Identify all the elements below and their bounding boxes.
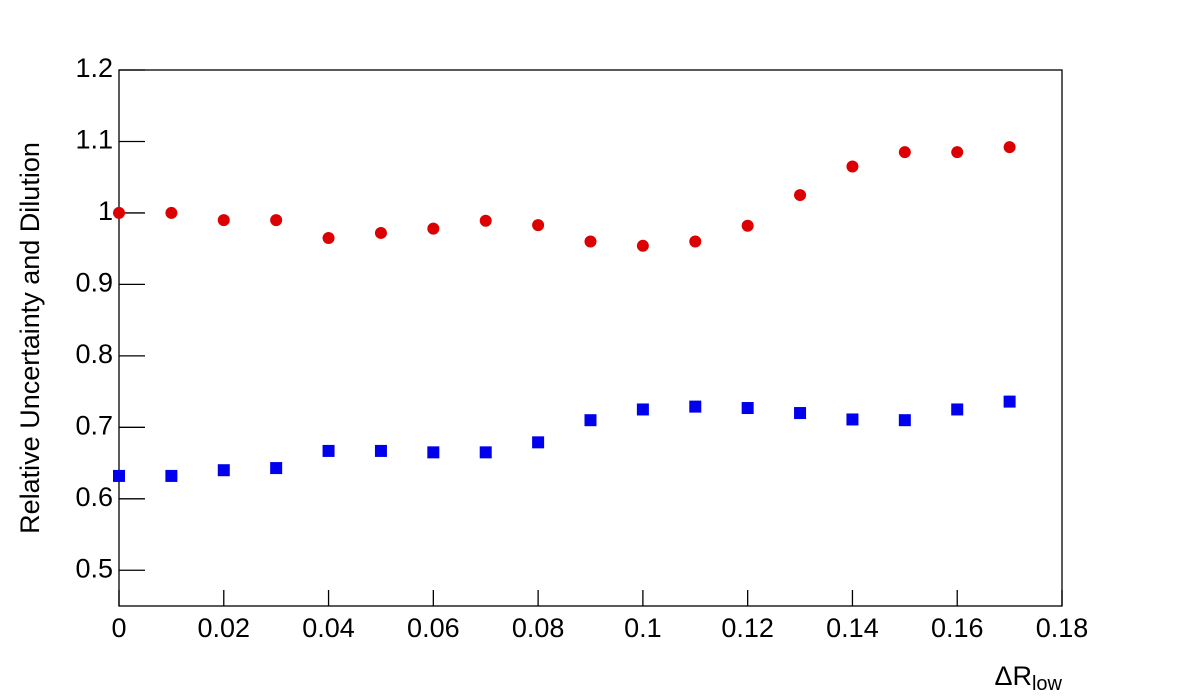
square-marker	[165, 469, 178, 482]
x-tick-label: 0.08	[512, 613, 565, 643]
square-marker	[217, 464, 230, 477]
circle-marker	[427, 222, 440, 235]
x-tick-label: 0.02	[197, 613, 250, 643]
y-tick-label: 0.6	[75, 482, 113, 512]
circle-marker	[689, 235, 702, 248]
x-axis-label-subscript: low	[1032, 673, 1063, 695]
square-marker	[951, 403, 964, 416]
circle-marker	[1003, 141, 1016, 154]
circle-marker	[584, 235, 597, 248]
square-marker	[584, 414, 597, 427]
y-tick-label: 1.1	[75, 125, 113, 155]
x-tick-label: 0.14	[826, 613, 879, 643]
square-marker	[1003, 395, 1016, 408]
circle-marker	[741, 219, 754, 232]
x-tick-label: 0.16	[931, 613, 984, 643]
y-tick-label: 0.9	[75, 268, 113, 298]
circle-marker	[113, 206, 125, 219]
square-marker	[270, 462, 283, 475]
y-axis-label: Relative Uncertainty and Dilution	[15, 142, 45, 534]
circle-marker	[636, 239, 649, 252]
square-marker	[794, 407, 807, 420]
y-tick-label: 0.8	[75, 339, 113, 369]
circle-marker	[794, 189, 807, 202]
circle-marker	[479, 214, 492, 227]
square-marker	[322, 444, 335, 457]
x-tick-label: 0	[111, 613, 126, 643]
circle-marker	[951, 146, 964, 159]
circle-marker	[374, 226, 387, 239]
x-axis-label: ΔRlow	[994, 661, 1062, 695]
circle-marker	[898, 146, 911, 159]
circle-marker	[165, 206, 178, 219]
square-marker	[689, 400, 702, 413]
plot-frame	[118, 69, 1063, 607]
circle-marker	[270, 214, 283, 227]
x-tick-label: 0.04	[302, 613, 355, 643]
square-marker	[479, 446, 492, 459]
y-tick-label: 0.5	[75, 553, 113, 583]
y-tick-label: 1	[98, 196, 113, 226]
x-tick-label: 0.18	[1036, 613, 1089, 643]
square-marker	[374, 444, 387, 457]
x-tick-label: 0.1	[624, 613, 662, 643]
x-tick-label: 0.06	[407, 613, 460, 643]
square-marker	[846, 413, 859, 426]
y-tick-label: 1.2	[75, 53, 113, 83]
circle-marker	[532, 219, 545, 232]
x-axis-label-main: ΔR	[994, 661, 1032, 691]
circle-marker	[322, 231, 335, 244]
square-marker	[113, 469, 125, 482]
square-marker	[636, 403, 649, 416]
x-tick-label: 0.12	[721, 613, 774, 643]
square-marker	[741, 402, 754, 415]
circle-marker	[846, 160, 859, 173]
square-marker	[532, 436, 545, 449]
circle-marker	[217, 214, 230, 227]
square-marker	[427, 446, 440, 459]
square-marker	[898, 414, 911, 427]
y-tick-label: 0.7	[75, 410, 113, 440]
